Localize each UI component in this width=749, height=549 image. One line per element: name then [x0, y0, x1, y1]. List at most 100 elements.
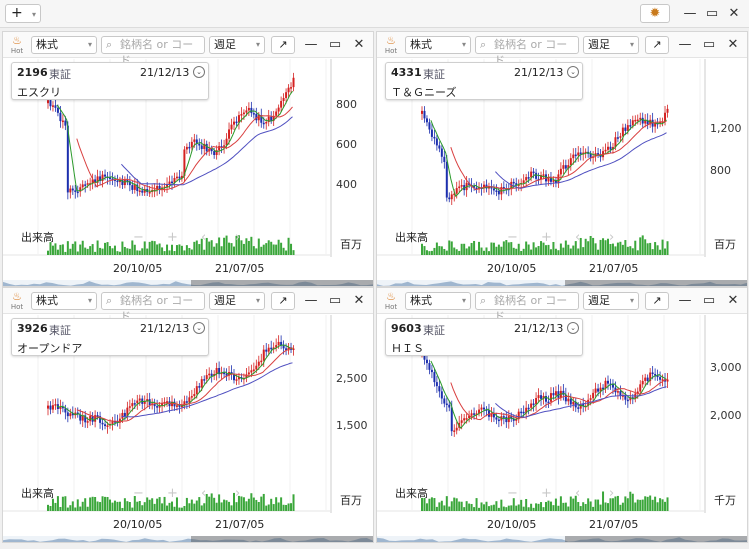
hot-button[interactable]: ♨ Hot: [8, 35, 26, 56]
chart-nav-icon[interactable]: ‹: [575, 486, 580, 501]
navigator-window[interactable]: [565, 280, 747, 287]
expand-icon[interactable]: ↗: [271, 292, 295, 310]
market-label: 株式: [36, 38, 58, 51]
chevron-down-icon[interactable]: ⌄: [193, 322, 205, 334]
period-select[interactable]: 週足 ▾: [209, 36, 265, 54]
maximize-icon[interactable]: ▭: [328, 37, 342, 52]
y-tick-label: 2,000: [710, 409, 742, 422]
minimize-icon[interactable]: —: [304, 37, 318, 52]
chart-nav-icon[interactable]: +: [541, 230, 552, 245]
expand-icon[interactable]: ↗: [645, 36, 669, 54]
x-tick-label: 20/10/05: [487, 262, 536, 275]
chevron-down-icon[interactable]: ⌄: [567, 66, 579, 78]
hot-button[interactable]: ♨ Hot: [8, 291, 26, 312]
chart-nav-icon[interactable]: −: [133, 486, 144, 501]
close-icon[interactable]: ✕: [727, 37, 739, 52]
minimize-icon[interactable]: —: [683, 6, 697, 21]
chart-nav-icon[interactable]: −: [507, 230, 518, 245]
market-select[interactable]: 株式 ▾: [31, 36, 97, 54]
y-tick-label: 3,000: [710, 361, 742, 374]
panel-toolbar: ♨ Hot 株式 ▾ ⌕ 銘柄名 or コード 週足 ▾ ↗ — ▭ ✕: [3, 288, 373, 323]
maximize-icon[interactable]: ▭: [705, 6, 719, 21]
close-icon[interactable]: ✕: [353, 37, 365, 52]
minimize-icon[interactable]: —: [304, 293, 318, 308]
add-label: +: [11, 5, 23, 21]
close-icon[interactable]: ✕: [727, 293, 739, 308]
volume-unit-label: 百万: [714, 238, 736, 251]
chevron-down-icon[interactable]: ⌄: [193, 66, 205, 78]
chevron-down-icon: ▾: [31, 10, 36, 19]
gear-icon[interactable]: ✹: [640, 4, 670, 23]
market-select[interactable]: 株式 ▾: [405, 292, 471, 310]
chart-nav-icon[interactable]: +: [167, 230, 178, 245]
chart-panel: ♨ Hot 株式 ▾ ⌕ 銘柄名 or コード 週足 ▾ ↗ — ▭ ✕ 3,000 2,…: [376, 287, 748, 543]
x-tick-label: 20/10/05: [487, 518, 536, 531]
chart-nav-icon[interactable]: ›: [609, 486, 614, 501]
exchange-label: 東証: [423, 68, 445, 81]
chart-nav-icon[interactable]: ›: [235, 230, 240, 245]
search-input[interactable]: ⌕ 銘柄名 or コード: [101, 292, 205, 323]
hot-button[interactable]: ♨ Hot: [382, 35, 400, 56]
stock-info-box: 3926 東証 21/12/13 ⌄ オープンドア: [11, 318, 209, 356]
chart-nav-icon[interactable]: ›: [235, 486, 240, 501]
exchange-label: 東証: [49, 68, 71, 81]
navigator-window[interactable]: [191, 536, 373, 543]
volume-label: 出来高: [395, 230, 428, 244]
chevron-down-icon[interactable]: ⌄: [567, 322, 579, 334]
chevron-down-icon: ▾: [461, 296, 466, 305]
chart-nav-icon[interactable]: ‹: [575, 230, 580, 245]
minimize-icon[interactable]: —: [678, 37, 692, 52]
y-tick-label: 1,500: [336, 419, 368, 432]
stock-name: ＨＩＳ: [391, 342, 424, 355]
chart-nav-icon[interactable]: ›: [609, 230, 614, 245]
chart-nav-icon[interactable]: −: [133, 230, 144, 245]
volume-label: 出来高: [21, 486, 54, 500]
chart-nav-icon[interactable]: ‹: [201, 230, 206, 245]
stock-code: 4331: [391, 66, 422, 79]
top-bar: + ▾ ✹ — ▭ ✕: [0, 0, 749, 28]
expand-icon[interactable]: ↗: [271, 36, 295, 54]
period-select[interactable]: 週足 ▾: [583, 292, 639, 310]
search-icon: ⌕: [480, 38, 487, 51]
panel-toolbar: ♨ Hot 株式 ▾ ⌕ 銘柄名 or コード 週足 ▾ ↗ — ▭ ✕: [377, 288, 747, 323]
maximize-icon[interactable]: ▭: [702, 293, 716, 308]
close-icon[interactable]: ✕: [728, 6, 740, 21]
search-input[interactable]: ⌕ 銘柄名 or コード: [101, 36, 205, 67]
maximize-icon[interactable]: ▭: [328, 293, 342, 308]
x-tick-label: 21/07/05: [589, 262, 638, 275]
chart-panel: ♨ Hot 株式 ▾ ⌕ 銘柄名 or コード 週足 ▾ ↗ — ▭ ✕ 1,200 80…: [376, 31, 748, 287]
minimize-icon[interactable]: —: [678, 293, 692, 308]
stock-info-box: 4331 東証 21/12/13 ⌄ Ｔ＆Ｇニーズ: [385, 62, 583, 100]
close-icon[interactable]: ✕: [353, 293, 365, 308]
chart-nav-icon[interactable]: +: [541, 486, 552, 501]
exchange-label: 東証: [49, 324, 71, 337]
chart-nav-icon[interactable]: ‹: [201, 486, 206, 501]
navigator-window[interactable]: [191, 280, 373, 287]
period-select[interactable]: 週足 ▾: [209, 292, 265, 310]
chart-panel: ♨ Hot 株式 ▾ ⌕ 銘柄名 or コード 週足 ▾ ↗ — ▭ ✕ 800 600 4…: [2, 31, 374, 287]
date-label: 21/12/13: [514, 322, 564, 335]
period-select[interactable]: 週足 ▾: [583, 36, 639, 54]
x-tick-label: 20/10/05: [113, 518, 162, 531]
hot-label: Hot: [10, 47, 24, 55]
search-input[interactable]: ⌕ 銘柄名 or コード: [475, 292, 579, 323]
date-label: 21/12/13: [140, 322, 190, 335]
hot-button[interactable]: ♨ Hot: [382, 291, 400, 312]
search-input[interactable]: ⌕ 銘柄名 or コード: [475, 36, 579, 67]
search-icon: ⌕: [106, 38, 113, 51]
market-select[interactable]: 株式 ▾: [31, 292, 97, 310]
y-tick-label: 2,500: [336, 372, 368, 385]
maximize-icon[interactable]: ▭: [702, 37, 716, 52]
market-select[interactable]: 株式 ▾: [405, 36, 471, 54]
navigator-window[interactable]: [565, 536, 747, 543]
expand-icon[interactable]: ↗: [645, 292, 669, 310]
search-placeholder: 銘柄名 or コード: [494, 38, 568, 67]
period-label: 週足: [588, 38, 610, 51]
chart-nav-icon[interactable]: +: [167, 486, 178, 501]
chart-nav-icon[interactable]: −: [507, 486, 518, 501]
add-chart-button[interactable]: + ▾: [5, 4, 41, 23]
chevron-down-icon: ▾: [461, 40, 466, 49]
